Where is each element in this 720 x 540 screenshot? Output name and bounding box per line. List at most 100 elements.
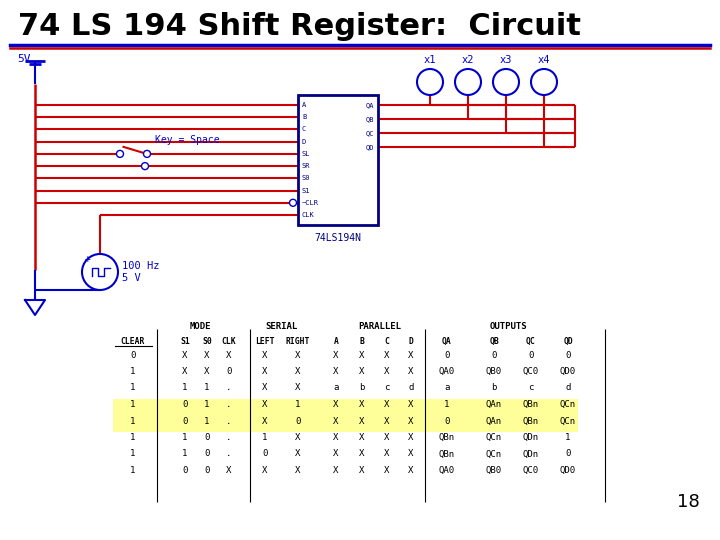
- Text: QD: QD: [366, 144, 374, 150]
- Text: x1: x1: [424, 55, 436, 65]
- Text: A: A: [302, 102, 306, 108]
- Text: d: d: [565, 383, 571, 393]
- Text: SR: SR: [302, 163, 310, 169]
- Text: QCn: QCn: [486, 433, 502, 442]
- Text: SERIAL: SERIAL: [266, 322, 298, 331]
- Text: 1: 1: [565, 433, 571, 442]
- Text: 1: 1: [204, 416, 210, 426]
- Text: S1: S1: [180, 337, 190, 346]
- Text: X: X: [408, 449, 414, 458]
- Text: 0: 0: [204, 449, 210, 458]
- Text: 0: 0: [204, 433, 210, 442]
- Text: QBn: QBn: [439, 449, 455, 458]
- Circle shape: [531, 69, 557, 95]
- Circle shape: [82, 254, 118, 290]
- Text: x4: x4: [538, 55, 550, 65]
- Text: X: X: [295, 449, 301, 458]
- Text: X: X: [333, 416, 338, 426]
- Text: B: B: [302, 114, 306, 120]
- Text: .: .: [226, 433, 232, 442]
- Text: X: X: [262, 367, 268, 376]
- Text: D: D: [302, 139, 306, 145]
- Text: S0: S0: [302, 176, 310, 181]
- Text: QAn: QAn: [486, 416, 502, 426]
- Text: X: X: [333, 466, 338, 475]
- Text: LEFT: LEFT: [256, 337, 275, 346]
- Text: RIGHT: RIGHT: [286, 337, 310, 346]
- Bar: [113, 415, 578, 431]
- Text: X: X: [182, 367, 188, 376]
- Text: X: X: [182, 350, 188, 360]
- Text: X: X: [408, 466, 414, 475]
- Text: X: X: [204, 350, 210, 360]
- Text: X: X: [359, 367, 365, 376]
- Text: 1: 1: [182, 433, 188, 442]
- Text: X: X: [333, 367, 338, 376]
- Circle shape: [493, 69, 519, 95]
- Text: X: X: [408, 416, 414, 426]
- Text: 1: 1: [182, 449, 188, 458]
- Text: X: X: [384, 367, 390, 376]
- Text: X: X: [359, 416, 365, 426]
- Text: CLK: CLK: [222, 337, 236, 346]
- Text: x2: x2: [462, 55, 474, 65]
- Text: .: .: [226, 449, 232, 458]
- Text: X: X: [262, 383, 268, 393]
- Text: 0: 0: [130, 350, 135, 360]
- Text: QC0: QC0: [523, 466, 539, 475]
- Text: X: X: [226, 466, 232, 475]
- Text: 0: 0: [565, 449, 571, 458]
- Text: 1: 1: [130, 416, 135, 426]
- Text: 1: 1: [182, 383, 188, 393]
- Text: B: B: [359, 337, 364, 346]
- Text: PARALLEL: PARALLEL: [359, 322, 402, 331]
- Text: .: .: [226, 400, 232, 409]
- Text: 74LS194N: 74LS194N: [315, 233, 361, 243]
- Text: 1: 1: [130, 383, 135, 393]
- Text: QD0: QD0: [560, 466, 576, 475]
- Text: QDn: QDn: [523, 449, 539, 458]
- Text: X: X: [384, 449, 390, 458]
- Text: 0: 0: [182, 400, 188, 409]
- Circle shape: [117, 150, 124, 157]
- Text: 1: 1: [204, 383, 210, 393]
- Text: QAn: QAn: [486, 400, 502, 409]
- Text: 1: 1: [204, 400, 210, 409]
- Text: QC0: QC0: [523, 367, 539, 376]
- Text: X: X: [295, 433, 301, 442]
- Text: QA: QA: [366, 102, 374, 108]
- Text: 18: 18: [678, 493, 700, 511]
- Text: C: C: [384, 337, 390, 346]
- Text: ~CLR: ~CLR: [302, 200, 319, 206]
- Text: 74 LS 194 Shift Register:  Circuit: 74 LS 194 Shift Register: Circuit: [18, 12, 581, 41]
- Text: X: X: [359, 433, 365, 442]
- Text: b: b: [359, 383, 365, 393]
- Text: X: X: [295, 350, 301, 360]
- Text: 0: 0: [182, 416, 188, 426]
- Text: QA0: QA0: [439, 367, 455, 376]
- Text: X: X: [333, 400, 338, 409]
- Text: X: X: [384, 400, 390, 409]
- Text: QD: QD: [563, 337, 573, 346]
- Text: 5 V: 5 V: [122, 273, 140, 283]
- Text: QBn: QBn: [523, 400, 539, 409]
- Text: X: X: [262, 466, 268, 475]
- Text: a: a: [333, 383, 338, 393]
- Text: 1: 1: [295, 400, 301, 409]
- Text: 0: 0: [295, 416, 301, 426]
- Text: X: X: [359, 466, 365, 475]
- Text: X: X: [295, 383, 301, 393]
- Text: d: d: [408, 383, 414, 393]
- Text: QCn: QCn: [560, 400, 576, 409]
- Text: A: A: [333, 337, 338, 346]
- Text: QCn: QCn: [560, 416, 576, 426]
- Text: X: X: [408, 400, 414, 409]
- Text: 1: 1: [444, 400, 450, 409]
- Text: .: .: [226, 383, 232, 393]
- Text: SL: SL: [302, 151, 310, 157]
- Text: +: +: [85, 254, 91, 264]
- Text: c: c: [528, 383, 534, 393]
- Circle shape: [143, 150, 150, 157]
- Text: QC: QC: [526, 337, 536, 346]
- Text: CLK: CLK: [302, 212, 315, 218]
